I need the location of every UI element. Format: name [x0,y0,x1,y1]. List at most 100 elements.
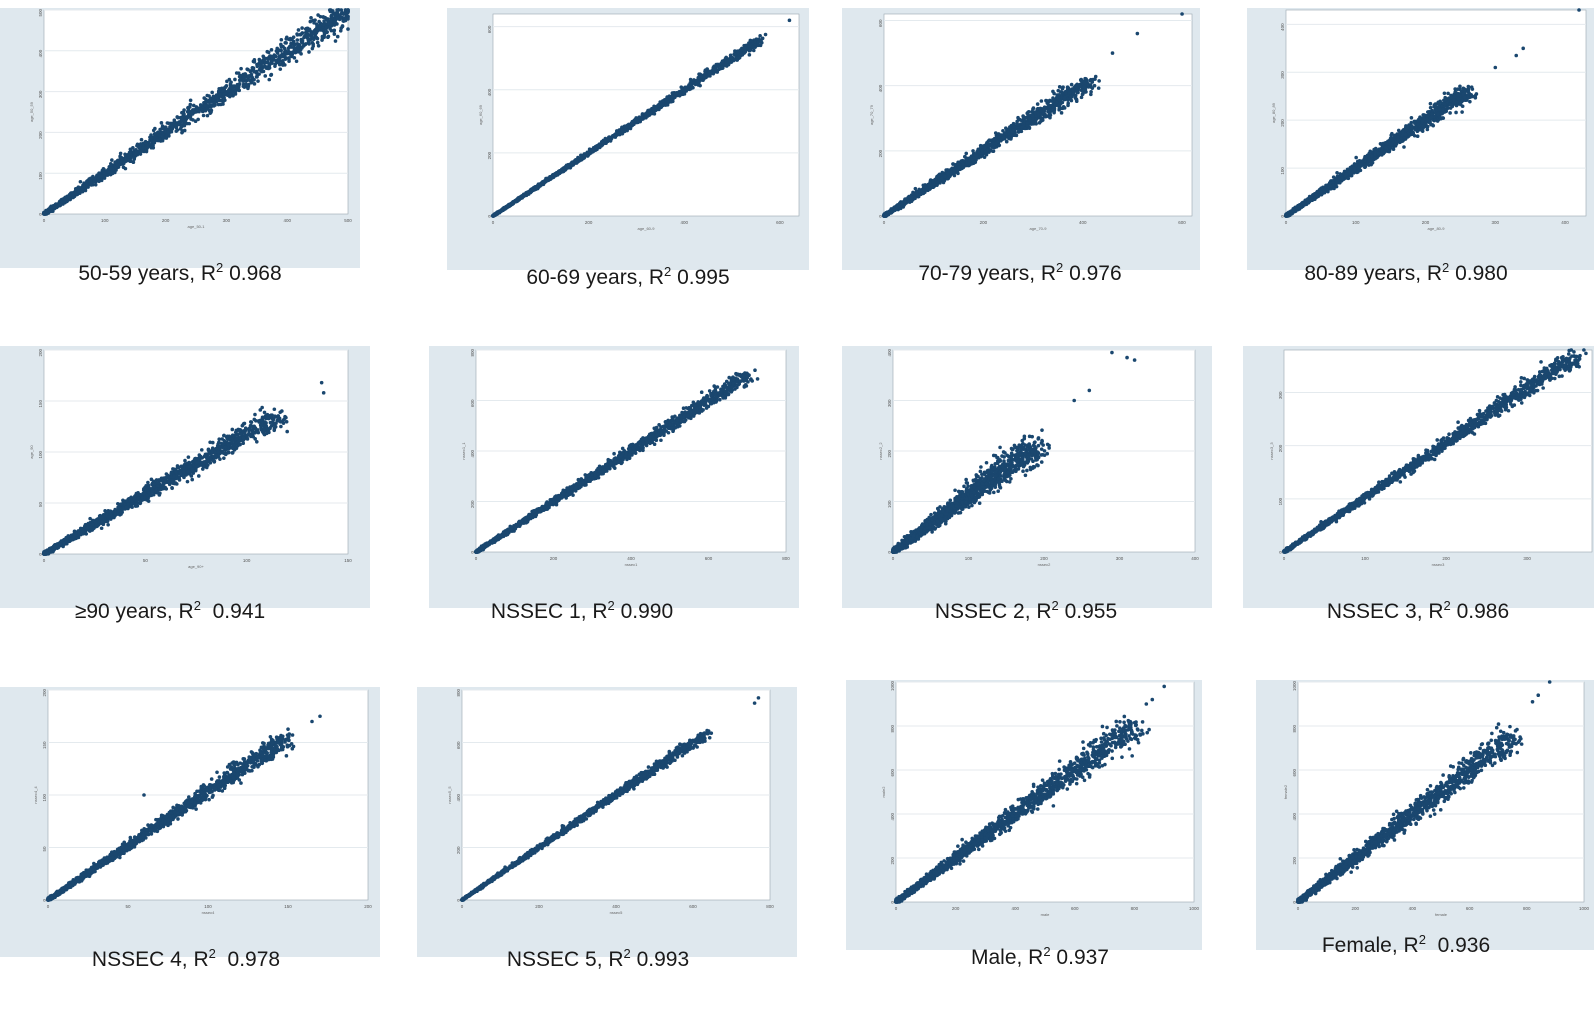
data-point [340,24,345,28]
data-point [1059,111,1064,115]
data-point [265,60,270,64]
data-point [139,137,144,142]
outlier-point [327,8,332,12]
data-point [180,129,185,134]
data-point [307,37,312,41]
panel-caption: 70-79 years, R2 0.976 [870,261,1170,286]
data-point [67,193,72,198]
data-point [969,162,974,166]
data-point [1065,85,1070,90]
y-tick-label: 0 [38,213,43,216]
data-point [1045,114,1050,118]
data-point [255,64,260,69]
data-point [997,135,1001,139]
data-point [221,92,226,97]
data-point [237,74,242,79]
data-point [300,26,304,30]
data-point [636,120,640,125]
data-point [607,135,612,139]
outlier-point [787,18,792,23]
data-point [186,108,191,112]
y-tick-label: 400 [38,49,43,57]
y-tick-label: 0 [878,215,883,218]
data-point [711,71,716,76]
data-point [160,130,164,135]
plot-frame: 0 200 400 600 0 200 400 600 age_60-9 age_60_69 [447,8,809,270]
data-point [82,184,86,189]
data-point [219,98,223,103]
y-tick-label: 500 [38,9,43,17]
data-point [346,8,350,12]
data-point [202,96,207,100]
data-point [161,135,165,140]
data-point [507,203,512,207]
data-point [918,189,923,193]
data-point [1031,122,1036,126]
data-point [1017,128,1021,132]
data-point [596,144,601,148]
data-point [153,126,157,131]
data-point [311,18,315,23]
y-tick-label: 600 [878,19,883,27]
outlier-point [1180,12,1184,16]
data-point [723,56,728,61]
data-point [212,104,216,108]
data-point [1042,105,1047,109]
data-point [1082,84,1087,89]
data-point [510,201,515,206]
data-point [492,213,496,218]
data-point [309,15,313,20]
data-point [346,27,350,31]
data-point [203,103,207,108]
data-point [333,12,337,16]
data-point [1066,103,1070,108]
data-point [933,177,938,182]
data-point [1061,105,1066,109]
data-point [743,46,747,51]
data-point [234,86,239,91]
data-point [163,129,167,134]
x-axis-title: age_70-9 [1030,226,1048,231]
data-point [138,143,143,147]
x-tick-label: 100 [1352,220,1360,225]
data-point [146,144,150,149]
data-point [1088,78,1092,83]
data-point [159,121,164,125]
data-point [205,106,209,111]
data-point [1021,114,1025,118]
data-point [732,52,737,56]
y-tick-label: 200 [487,151,492,159]
data-point [137,145,142,150]
data-point [266,57,271,61]
y-tick-label: 200 [1280,119,1285,127]
data-point [535,185,540,190]
data-point [175,115,180,119]
data-point [265,49,270,54]
data-point [254,75,259,79]
data-point [986,139,991,144]
data-point [58,203,63,207]
data-point [1448,106,1453,110]
data-point [131,160,136,164]
x-tick-label: 400 [1561,220,1569,225]
data-point [758,39,763,43]
data-point [648,111,653,115]
data-point [758,34,762,38]
data-point [340,10,344,15]
data-point [1037,121,1042,125]
data-point [719,65,724,69]
data-point [332,29,336,33]
data-point [747,41,751,45]
data-point [286,49,291,54]
outlier-point [1135,31,1140,36]
data-point [705,67,709,71]
x-tick-label: 200 [1422,220,1430,225]
data-point [674,90,679,95]
data-point [1064,91,1068,95]
data-point [1053,102,1058,106]
data-point [1092,83,1097,88]
data-point [735,50,740,55]
data-point [927,183,931,187]
data-point [751,48,756,53]
